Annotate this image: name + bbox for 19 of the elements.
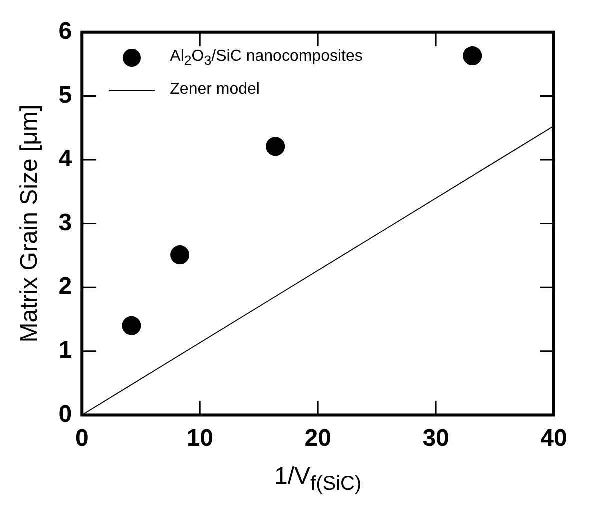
x-tick-label: 10 [186, 425, 214, 452]
y-tick-label: 4 [58, 146, 73, 173]
y-tick-label: 0 [58, 400, 72, 428]
legend-label: Zener model [170, 81, 260, 100]
y-tick-label: 3 [58, 209, 72, 236]
legend-label: Al$_{2}$O$_{3}$/SiC nanocomposites [170, 48, 363, 68]
y-tick-label: 2 [58, 273, 72, 300]
point [266, 137, 286, 156]
point [122, 316, 142, 336]
point [170, 246, 190, 265]
point [463, 46, 482, 66]
y-axis-title: Matrix Grain Size [μm] [16, 104, 44, 343]
y-tick-label: 1 [58, 337, 72, 364]
y-tick-label: 6 [58, 18, 72, 46]
y-tick-label: 5 [58, 82, 72, 109]
x-axis-title: 1/V$_{f(SiC)}$ [273, 463, 363, 496]
x-tick-label: 40 [540, 425, 568, 452]
x-tick-label: 30 [422, 425, 450, 452]
x-tick-label: 20 [304, 425, 332, 452]
